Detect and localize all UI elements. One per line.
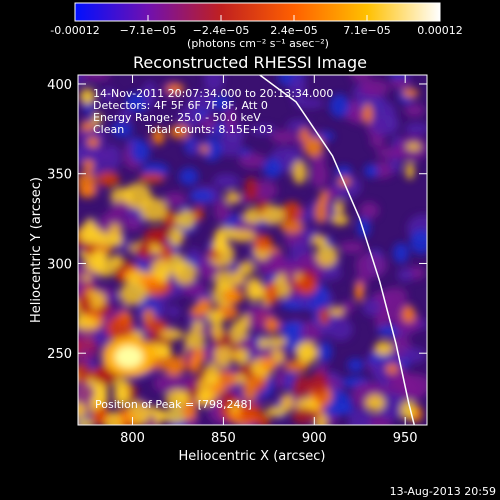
x-tick-label: 800 (120, 431, 145, 446)
solar-limb-curve (259, 75, 416, 425)
annotation-peak: Position of Peak = [798,248] (95, 398, 252, 411)
y-axis-label: Heliocentric Y (arcsec) (29, 177, 44, 323)
colorbar: -0.00012 −7.1e−05 −2.4e−05 2.4e−05 7.1e−05 0.… (50, 2, 463, 50)
colorbar-gradient (74, 2, 441, 22)
colorbar-tick-label: 7.1e−05 (343, 24, 390, 37)
colorbar-unit-label: (photons cm⁻² s⁻¹ asec⁻²) (187, 37, 329, 50)
x-tick-label: 850 (211, 431, 236, 446)
x-axis-ticks: 800 850 900 950 (120, 75, 418, 446)
annotation-clean: Clean Total counts: 8.15E+03 (93, 123, 273, 136)
y-tick-label: 300 (47, 257, 72, 272)
x-axis-label: Heliocentric X (arcsec) (179, 449, 326, 464)
colorbar-tick-label: −2.4e−05 (193, 24, 250, 37)
annotation-detectors: Detectors: 4F 5F 6F 7F 8F, Att 0 (93, 99, 268, 112)
colorbar-tick-label: -0.00012 (50, 24, 99, 37)
footer-timestamp: 13-Aug-2013 20:59 (390, 485, 496, 498)
x-tick-label: 950 (393, 431, 418, 446)
x-tick-label: 900 (302, 431, 327, 446)
colorbar-ticks: -0.00012 −7.1e−05 −2.4e−05 2.4e−05 7.1e−05 0.… (50, 15, 463, 37)
colorbar-tick-label: −7.1e−05 (120, 24, 177, 37)
colorbar-tick-label: 0.00012 (417, 24, 463, 37)
plot-frame (77, 74, 428, 426)
heatmap-image (78, 75, 427, 425)
y-tick-label: 250 (47, 347, 72, 362)
colorbar-tick-label: 2.4e−05 (270, 24, 317, 37)
image-annotations: 14-Nov-2011 20:07:34.000 to 20:13:34.000… (93, 87, 333, 411)
chart-title: Reconstructed RHESSI Image (133, 53, 367, 72)
annotation-time: 14-Nov-2011 20:07:34.000 to 20:13:34.000 (93, 87, 333, 100)
y-tick-label: 400 (47, 78, 72, 93)
y-axis-ticks: 250 300 350 400 (47, 78, 427, 362)
annotation-energy: Energy Range: 25.0 - 50.0 keV (93, 111, 261, 124)
y-tick-label: 350 (47, 168, 72, 183)
